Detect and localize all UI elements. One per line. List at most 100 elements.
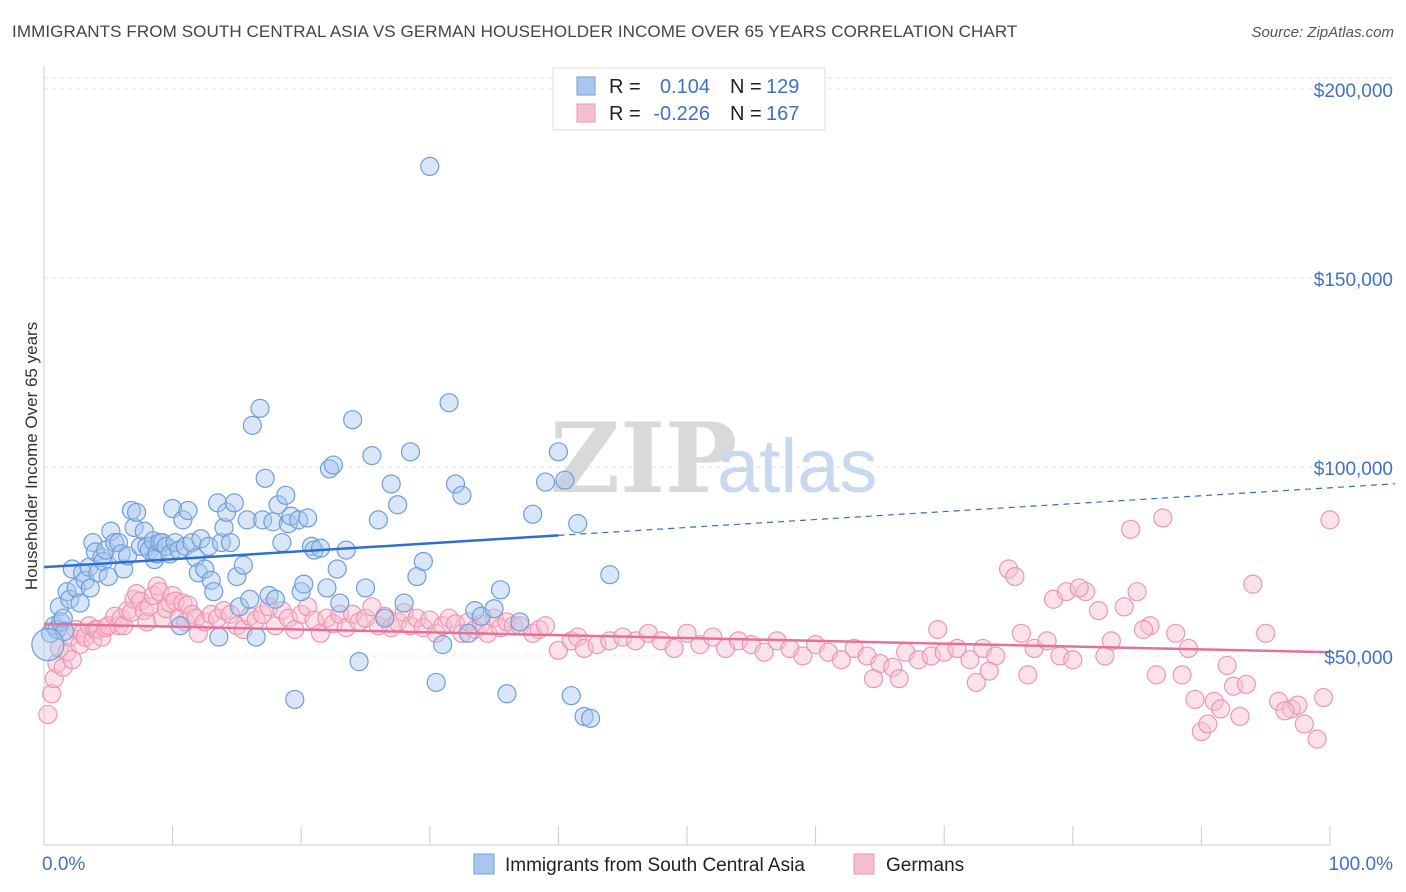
germans-point [362, 597, 382, 617]
germans-point [966, 672, 986, 693]
legend-r-label: R = [609, 76, 641, 98]
legend-r-value: -0.226 [653, 103, 710, 125]
south-central-asia-point [278, 514, 298, 534]
germans-point [1121, 519, 1141, 539]
germans-trend-line [43, 622, 1331, 654]
x-tick-label: 0.0% [42, 854, 85, 875]
chart-source: Source: ZipAtlas.com [1251, 24, 1394, 41]
germans-point [323, 614, 343, 634]
south-central-asia-point [199, 536, 219, 556]
bottom-legend-label: Immigrants from South Central Asia [505, 855, 805, 876]
south-central-asia-point [98, 566, 118, 587]
germans-point [1307, 729, 1327, 749]
x-tick-labels: 0.0% 100.0% [42, 854, 1393, 875]
south-central-asia-point [224, 493, 244, 513]
y-tick-labels: $50,000 $100,000 $150,000 $200,000 [1314, 81, 1393, 669]
germans-point [1005, 566, 1025, 587]
south-central-asia-point [195, 559, 215, 579]
germans-point [664, 638, 684, 659]
south-central-asia-point [227, 566, 247, 587]
south-central-asia-point [285, 689, 305, 710]
south-central-asia-point [368, 510, 388, 530]
axes [43, 66, 1331, 846]
germans-point [728, 631, 749, 651]
south-central-asia-point [54, 621, 75, 642]
bottom-legend-swatch-pink [853, 853, 875, 875]
south-central-asia-point [229, 597, 250, 617]
y-tick-label: $150,000 [1314, 270, 1393, 291]
south-central-asia-point [561, 686, 581, 706]
germans-point [1153, 508, 1173, 528]
y-tick-label: $200,000 [1314, 81, 1393, 102]
south-central-asia-point [265, 589, 286, 609]
germans-point [979, 661, 999, 681]
y-axis-label: Householder Income Over 65 years [22, 322, 41, 590]
south-central-asia-point [233, 555, 253, 575]
germans-point [998, 559, 1019, 579]
germans-point [1204, 691, 1224, 711]
south-central-asia-point [108, 532, 129, 553]
south-central-asia-point [240, 589, 260, 609]
south-central-asia-point [310, 538, 331, 558]
germans-point [1088, 601, 1109, 621]
germans-point [1243, 574, 1263, 594]
south-central-asia-point [362, 446, 382, 466]
south-central-asia-point [93, 551, 113, 572]
germans-point [1063, 650, 1083, 670]
south-central-asia-point [568, 514, 588, 534]
watermark-atlas: atlas [717, 424, 878, 509]
legend-n-label: N = [730, 103, 762, 125]
south-central-asia-point [452, 485, 472, 505]
germans-point [1185, 689, 1205, 710]
y-tick-label: $50,000 [1324, 648, 1393, 669]
south-central-asia-point [555, 470, 575, 490]
germans-point [1146, 665, 1166, 685]
germans-point [831, 650, 851, 670]
germans-point [1256, 623, 1276, 643]
south-central-asia-point [173, 510, 193, 530]
south-central-asia-point [600, 565, 620, 585]
south-central-asia-point [250, 398, 270, 418]
south-central-asia-point [535, 472, 556, 492]
south-central-asia-point [394, 593, 414, 613]
south-central-asia-point [49, 597, 70, 617]
germans-point [1056, 582, 1076, 602]
south-central-asia-point [294, 574, 314, 594]
south-central-asia-point [439, 393, 459, 413]
germans-point [574, 638, 594, 659]
trend-lines [43, 483, 1396, 654]
south-central-asia-point [291, 582, 311, 602]
germans-point [1320, 510, 1340, 530]
bottom-legend: Immigrants from South Central Asia Germa… [473, 853, 964, 876]
south-central-asia-point [327, 559, 347, 579]
germans-point [1275, 701, 1295, 721]
legend-n-value: 167 [766, 103, 799, 125]
south-central-asia-point [497, 684, 517, 704]
south-central-asia-point [580, 708, 601, 728]
south-central-asia-point [31, 628, 65, 662]
chart-title: IMMIGRANTS FROM SOUTH CENTRAL ASIA VS GE… [12, 22, 1018, 41]
germans-point [343, 604, 363, 624]
germans-point [38, 704, 58, 725]
south-central-asia-point [272, 532, 292, 553]
bottom-legend-label: Germans [886, 855, 964, 876]
germans-point [1069, 578, 1089, 598]
south-central-asia-point [375, 608, 395, 628]
germans-point [754, 642, 774, 662]
germans-point [1191, 721, 1212, 742]
south-central-asia-point [400, 442, 421, 462]
germans-point [1166, 623, 1186, 643]
south-central-asia-point [349, 652, 369, 672]
germans-point [1011, 623, 1031, 643]
germans-point [1095, 646, 1115, 666]
legend-r-label: R = [609, 103, 641, 125]
germans-point [703, 627, 723, 647]
south-central-asia-point [388, 495, 408, 515]
legend-box: R = 0.104 N = 129 R = -0.226 N = 167 [552, 67, 826, 131]
legend-swatch-blue [576, 76, 596, 96]
south-central-asia-point [246, 627, 266, 647]
south-central-asia-point [60, 589, 80, 609]
germans-point [793, 646, 813, 666]
germans-point [921, 646, 941, 666]
